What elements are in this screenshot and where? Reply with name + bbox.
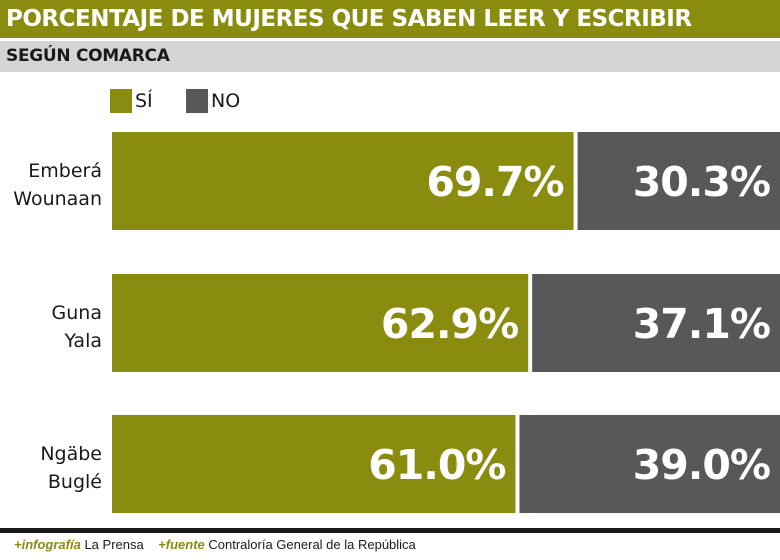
bar-no-ngabe-bugle: [519, 415, 780, 513]
category-label-ngabe-bugle: Ngäbe Buglé: [40, 443, 102, 493]
bar-no-embera-wounaan: [577, 132, 780, 230]
legend-swatch-no: [186, 89, 208, 113]
footer-divider: [0, 528, 780, 533]
footer-fuente-value: Contraloría General de la República: [208, 537, 416, 552]
bar-no-guna-yala: [532, 274, 780, 372]
chart-subtitle: SEGÚN COMARCA: [0, 41, 780, 72]
footer-credits: +infografía La Prensa +fuente Contralorí…: [14, 537, 416, 557]
footer-infografia-key: +infografía: [14, 537, 81, 552]
bar-si-ngabe-bugle: [112, 415, 516, 513]
value-label-si-ngabe-bugle: 61.0%: [368, 441, 505, 489]
legend-label-si: SÍ: [135, 90, 153, 112]
bar-si-embera-wounaan: [112, 132, 574, 230]
footer-fuente-key: +fuente: [158, 537, 205, 552]
footer-infografia-value: La Prensa: [84, 537, 144, 552]
category-label-guna-yala: Guna Yala: [52, 302, 102, 352]
legend-swatch-si: [110, 89, 132, 113]
category-label-embera-wounaan: Emberá Wounaan: [13, 160, 102, 210]
bar-si-guna-yala: [112, 274, 529, 372]
legend-item-no: NO: [186, 88, 240, 114]
value-label-no-ngabe-bugle: 39.0%: [633, 441, 770, 489]
value-label-si-guna-yala: 62.9%: [381, 300, 518, 348]
legend-label-no: NO: [211, 90, 241, 112]
legend-item-si: SÍ: [110, 88, 153, 114]
chart-title: PORCENTAJE DE MUJERES QUE SABEN LEER Y E…: [0, 0, 780, 38]
value-label-no-embera-wounaan: 30.3%: [633, 158, 770, 206]
value-label-si-embera-wounaan: 69.7%: [426, 158, 563, 206]
value-label-no-guna-yala: 37.1%: [633, 300, 770, 348]
